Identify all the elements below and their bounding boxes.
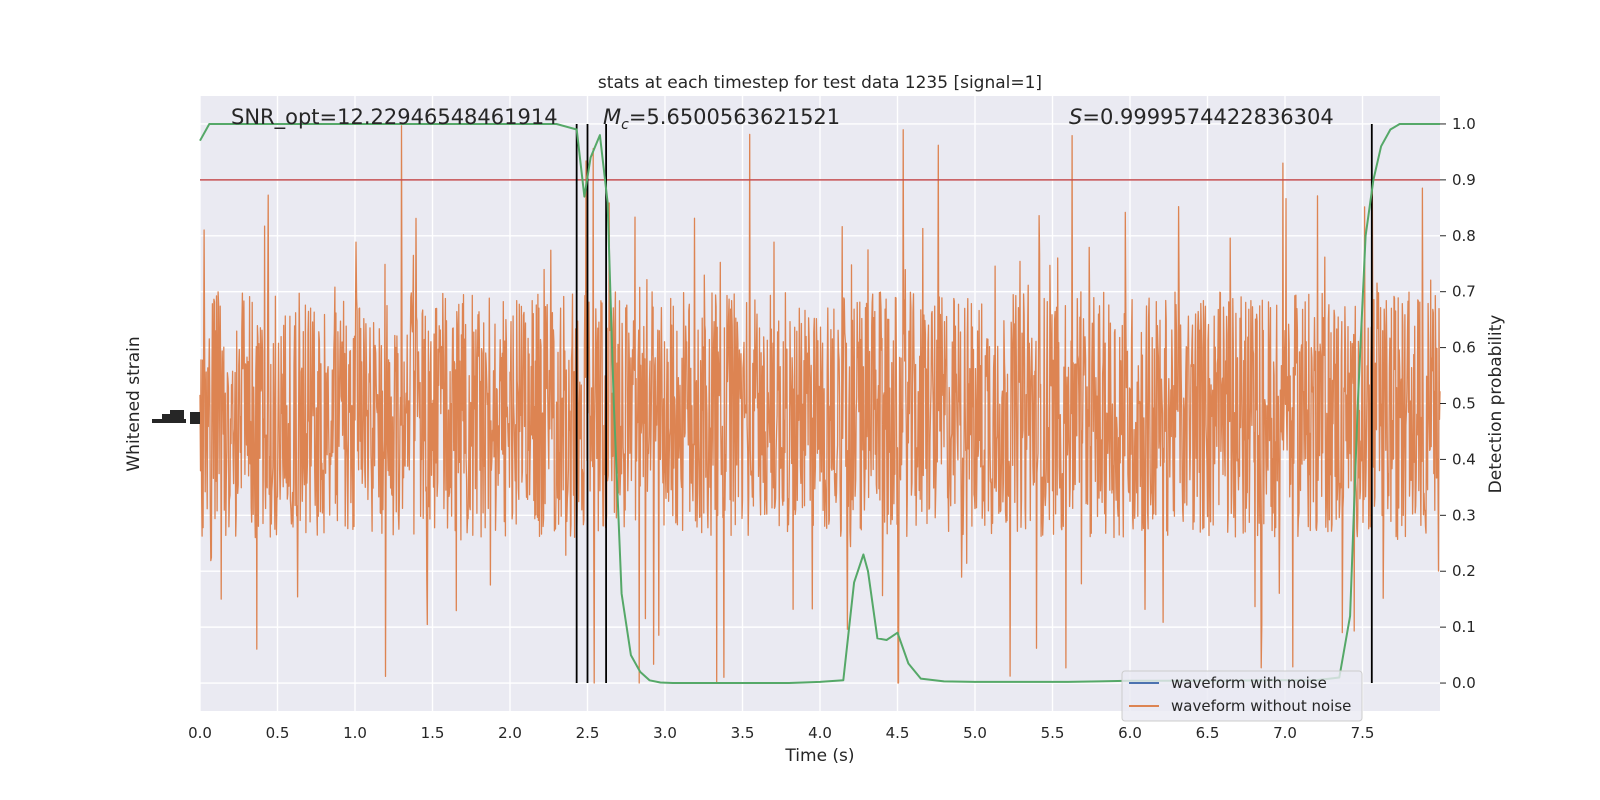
y-right-tick-label: 0.5 [1452,395,1476,413]
x-tick-labels: 0.0 0.5 1.0 1.5 2.0 2.5 3.0 3.5 4.0 4.5 5.0 5.5 6.0 6… [188,724,1374,742]
y-right-tick-label: 0.4 [1452,450,1476,468]
x-tick-label: 5.5 [1041,724,1065,742]
x-tick-label: 0.0 [188,724,212,742]
legend-label-without-noise: waveform without noise [1171,697,1351,715]
x-tick-label: 2.5 [576,724,600,742]
x-tick-label: 7.0 [1273,724,1297,742]
legend-label-with-noise: waveform with noise [1171,674,1327,692]
waveform-without-noise-line [199,125,1441,684]
y-right-tick-label: 0.3 [1452,506,1476,524]
y-right-tick-label: 0.2 [1452,562,1476,580]
y-right-tick-labels: 0.0 0.1 0.2 0.3 0.4 0.5 0.6 0.7 0.8 0.9 1.0 [1440,115,1476,692]
chirp-mass-annotation: Mc=5.6500563621521 [603,105,840,133]
score-symbol: S [1069,105,1082,129]
detection-probability-series [199,123,1440,684]
x-tick-label: 5.0 [963,724,987,742]
y-right-tick-label: 0.8 [1452,227,1476,245]
chart-title: stats at each timestep for test data 123… [598,73,1042,93]
legend: waveform with noise waveform without noi… [1121,670,1363,722]
chirp-mass-symbol: M [603,105,621,129]
x-tick-label: 4.5 [886,724,910,742]
left-tick-mark [152,419,186,423]
detection-probability-line [199,123,1440,684]
left-tick-mark [170,410,184,420]
x-tick-label: 6.5 [1196,724,1220,742]
y-axis-label-right: Detection probability [1486,315,1506,494]
x-tick-label: 4.0 [808,724,832,742]
y-right-tick-label: 0.1 [1452,618,1476,636]
waveform-without-noise-series [199,125,1441,684]
y-right-tick-label: 0.7 [1452,283,1476,301]
x-tick-label: 6.0 [1118,724,1142,742]
left-tick-cluster [152,410,200,424]
y-right-tick-label: 1.0 [1452,115,1476,133]
x-tick-label: 3.0 [653,724,677,742]
x-tick-label: 0.5 [266,724,290,742]
chirp-mass-subscript: c [621,117,629,133]
y-right-tick-label: 0.9 [1452,171,1476,189]
x-tick-label: 1.5 [421,724,445,742]
x-tick-label: 3.5 [731,724,755,742]
x-tick-label: 7.5 [1351,724,1375,742]
y-right-tick-label: 0.6 [1452,339,1476,357]
y-right-tick-label: 0.0 [1452,674,1476,692]
x-tick-label: 1.0 [343,724,367,742]
snr-annotation: SNR_opt=12.22946548461914 [231,105,558,130]
score-annotation: S=0.9999574422836304 [1069,105,1334,129]
vertical-markers [575,123,1373,684]
x-axis-label: Time (s) [784,746,854,766]
legend-box [1121,670,1363,722]
chirp-mass-value: =5.6500563621521 [629,105,840,129]
left-tick-mark [190,412,200,424]
score-value: =0.9999574422836304 [1082,105,1333,129]
y-axis-label-left: Whitened strain [124,336,144,471]
x-tick-label: 2.0 [498,724,522,742]
